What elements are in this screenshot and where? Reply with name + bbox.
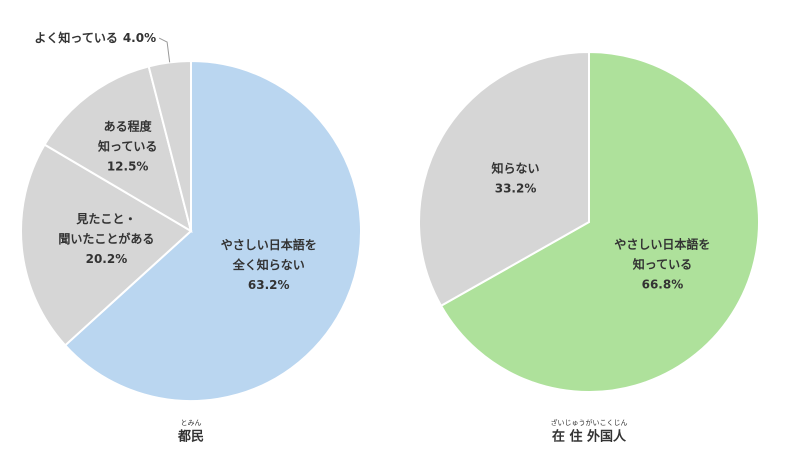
category-label: ある程度 [104, 118, 153, 133]
leader-line [158, 37, 171, 63]
chart-title-reading: ざいじゅうがいこくじん [551, 418, 628, 427]
chart-title: 都民 [177, 429, 204, 445]
pie-slice [43, 65, 193, 234]
pie-slice [439, 50, 760, 393]
category-label: 聞いたことがある [58, 231, 154, 246]
category-label: 見たこと・ [75, 211, 136, 226]
pie-slice [20, 143, 193, 347]
value-label: 63.2% [248, 278, 290, 292]
chart-title-reading: とみん [181, 419, 202, 427]
category-label: 知らない [491, 161, 540, 176]
pie-slice [418, 50, 590, 308]
chart-title: 在 住 外国人 [552, 429, 627, 445]
category-label: 知っている [632, 256, 692, 271]
value-label: 20.2% [86, 252, 128, 266]
category-label: やさしい日本語を [221, 237, 317, 252]
slice-label: よく知っている 4.0% [34, 30, 156, 45]
category-label: 知っている [97, 138, 157, 153]
pie-slice [63, 59, 362, 402]
value-label: 4.0% [123, 31, 156, 45]
category-label: よく知っている [34, 30, 117, 45]
value-label: 66.8% [642, 277, 684, 291]
category-label: やさしい日本語を [614, 236, 710, 251]
category-label: 全く知らない [232, 257, 305, 272]
value-label: 12.5% [107, 159, 149, 173]
value-label: 33.2% [495, 182, 537, 196]
